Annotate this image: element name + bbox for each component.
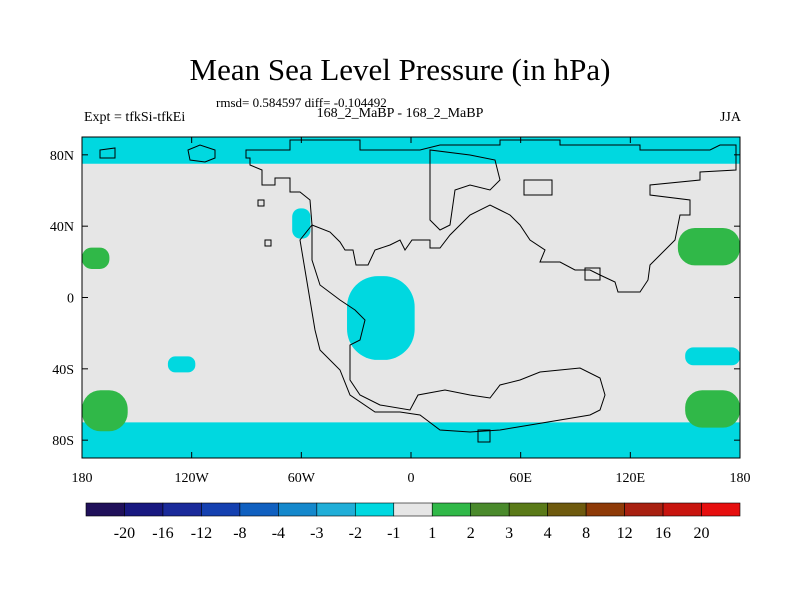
colorbar-label: 4 bbox=[544, 525, 552, 542]
east-island-coastline bbox=[523, 179, 553, 196]
colorbar-label: -4 bbox=[272, 525, 285, 542]
region-southwest-pacific-low bbox=[685, 347, 740, 366]
region-north-atlantic-low bbox=[292, 208, 311, 239]
colorbar-label: 16 bbox=[655, 525, 671, 542]
x-tick-label: 60W bbox=[288, 471, 316, 486]
experiment-label: Expt = tfkSi-tfkEi bbox=[84, 110, 186, 125]
colorbar-swatch bbox=[585, 502, 625, 517]
region-south-pacific-low bbox=[167, 356, 196, 373]
pangea-coastline bbox=[245, 139, 737, 293]
colorbar-label: -12 bbox=[191, 525, 212, 542]
colorbar-label: 2 bbox=[467, 525, 475, 542]
chart-title: Mean Sea Level Pressure (in hPa) bbox=[189, 52, 611, 87]
colorbar-swatch bbox=[162, 502, 202, 517]
region-south-pacific-high-west bbox=[82, 390, 128, 432]
colorbar-label: 1 bbox=[428, 525, 436, 542]
y-tick-label: 80N bbox=[50, 149, 74, 164]
x-tick-label: 120E bbox=[616, 471, 646, 486]
colorbar-swatch bbox=[662, 502, 702, 517]
colorbar-label: 20 bbox=[694, 525, 710, 542]
y-tick-label: 0 bbox=[67, 292, 74, 307]
southeast-asia-coastline bbox=[584, 267, 601, 281]
y-tick-label: 80S bbox=[52, 434, 74, 449]
colorbar-swatch bbox=[201, 502, 241, 517]
colorbar-label: -3 bbox=[310, 525, 323, 542]
colorbar-swatch bbox=[124, 502, 164, 517]
colorbar-swatch bbox=[547, 502, 587, 517]
colorbar-swatch bbox=[701, 502, 741, 517]
asian-interior-coastline bbox=[429, 149, 501, 231]
colorbar-swatch bbox=[508, 502, 548, 517]
colorbar-label: -2 bbox=[349, 525, 362, 542]
colorbar-label: -8 bbox=[233, 525, 246, 542]
coastlines bbox=[99, 139, 737, 443]
season-label: JJA bbox=[719, 110, 741, 125]
antarctic-island-coastline bbox=[477, 429, 491, 443]
colorbar-label: 8 bbox=[582, 525, 590, 542]
greenland-coastline bbox=[187, 144, 216, 163]
colorbar-swatch bbox=[85, 502, 125, 517]
colorbar-swatch bbox=[393, 502, 433, 517]
colorbar-swatch bbox=[278, 502, 318, 517]
small-island-coastline-2 bbox=[257, 199, 265, 207]
x-tick-label: 60E bbox=[509, 471, 532, 486]
colorbar-swatch bbox=[239, 502, 279, 517]
region-north-pacific-high bbox=[82, 247, 110, 269]
x-tick-label: 120W bbox=[175, 471, 210, 486]
colorbar-label: -16 bbox=[152, 525, 173, 542]
colorbar-swatch bbox=[316, 502, 356, 517]
colorbar-swatch bbox=[624, 502, 664, 517]
small-island-coastline-1 bbox=[264, 239, 272, 247]
y-tick-label: 40N bbox=[50, 220, 74, 235]
colorbar-label: -1 bbox=[387, 525, 400, 542]
region-northeast-pacific-high bbox=[677, 227, 740, 266]
x-tick-label: 180 bbox=[72, 471, 93, 486]
colorbar-swatch bbox=[354, 502, 395, 517]
x-tick-label: 180 bbox=[730, 471, 751, 486]
colorbar-swatch bbox=[431, 502, 472, 517]
colorbar-label: 12 bbox=[617, 525, 633, 542]
colorbar-label: 3 bbox=[505, 525, 513, 542]
region-south-pacific-high-east bbox=[685, 390, 740, 428]
stats-line: rmsd= 0.584597 diff= -0.104492 bbox=[216, 95, 387, 110]
colorbar-label: -20 bbox=[114, 525, 135, 542]
arctic-island-coastline bbox=[99, 147, 116, 159]
case-label: 168_2_MaBP - 168_2_MaBP bbox=[316, 106, 484, 121]
region-tethys-equatorial-low bbox=[347, 276, 415, 360]
x-tick-label: 0 bbox=[408, 471, 415, 486]
region-antarctic-low-band bbox=[82, 422, 740, 458]
south-continent-coastline bbox=[299, 223, 606, 433]
colorbar-swatch bbox=[470, 502, 510, 517]
y-tick-label: 40S bbox=[52, 363, 74, 378]
